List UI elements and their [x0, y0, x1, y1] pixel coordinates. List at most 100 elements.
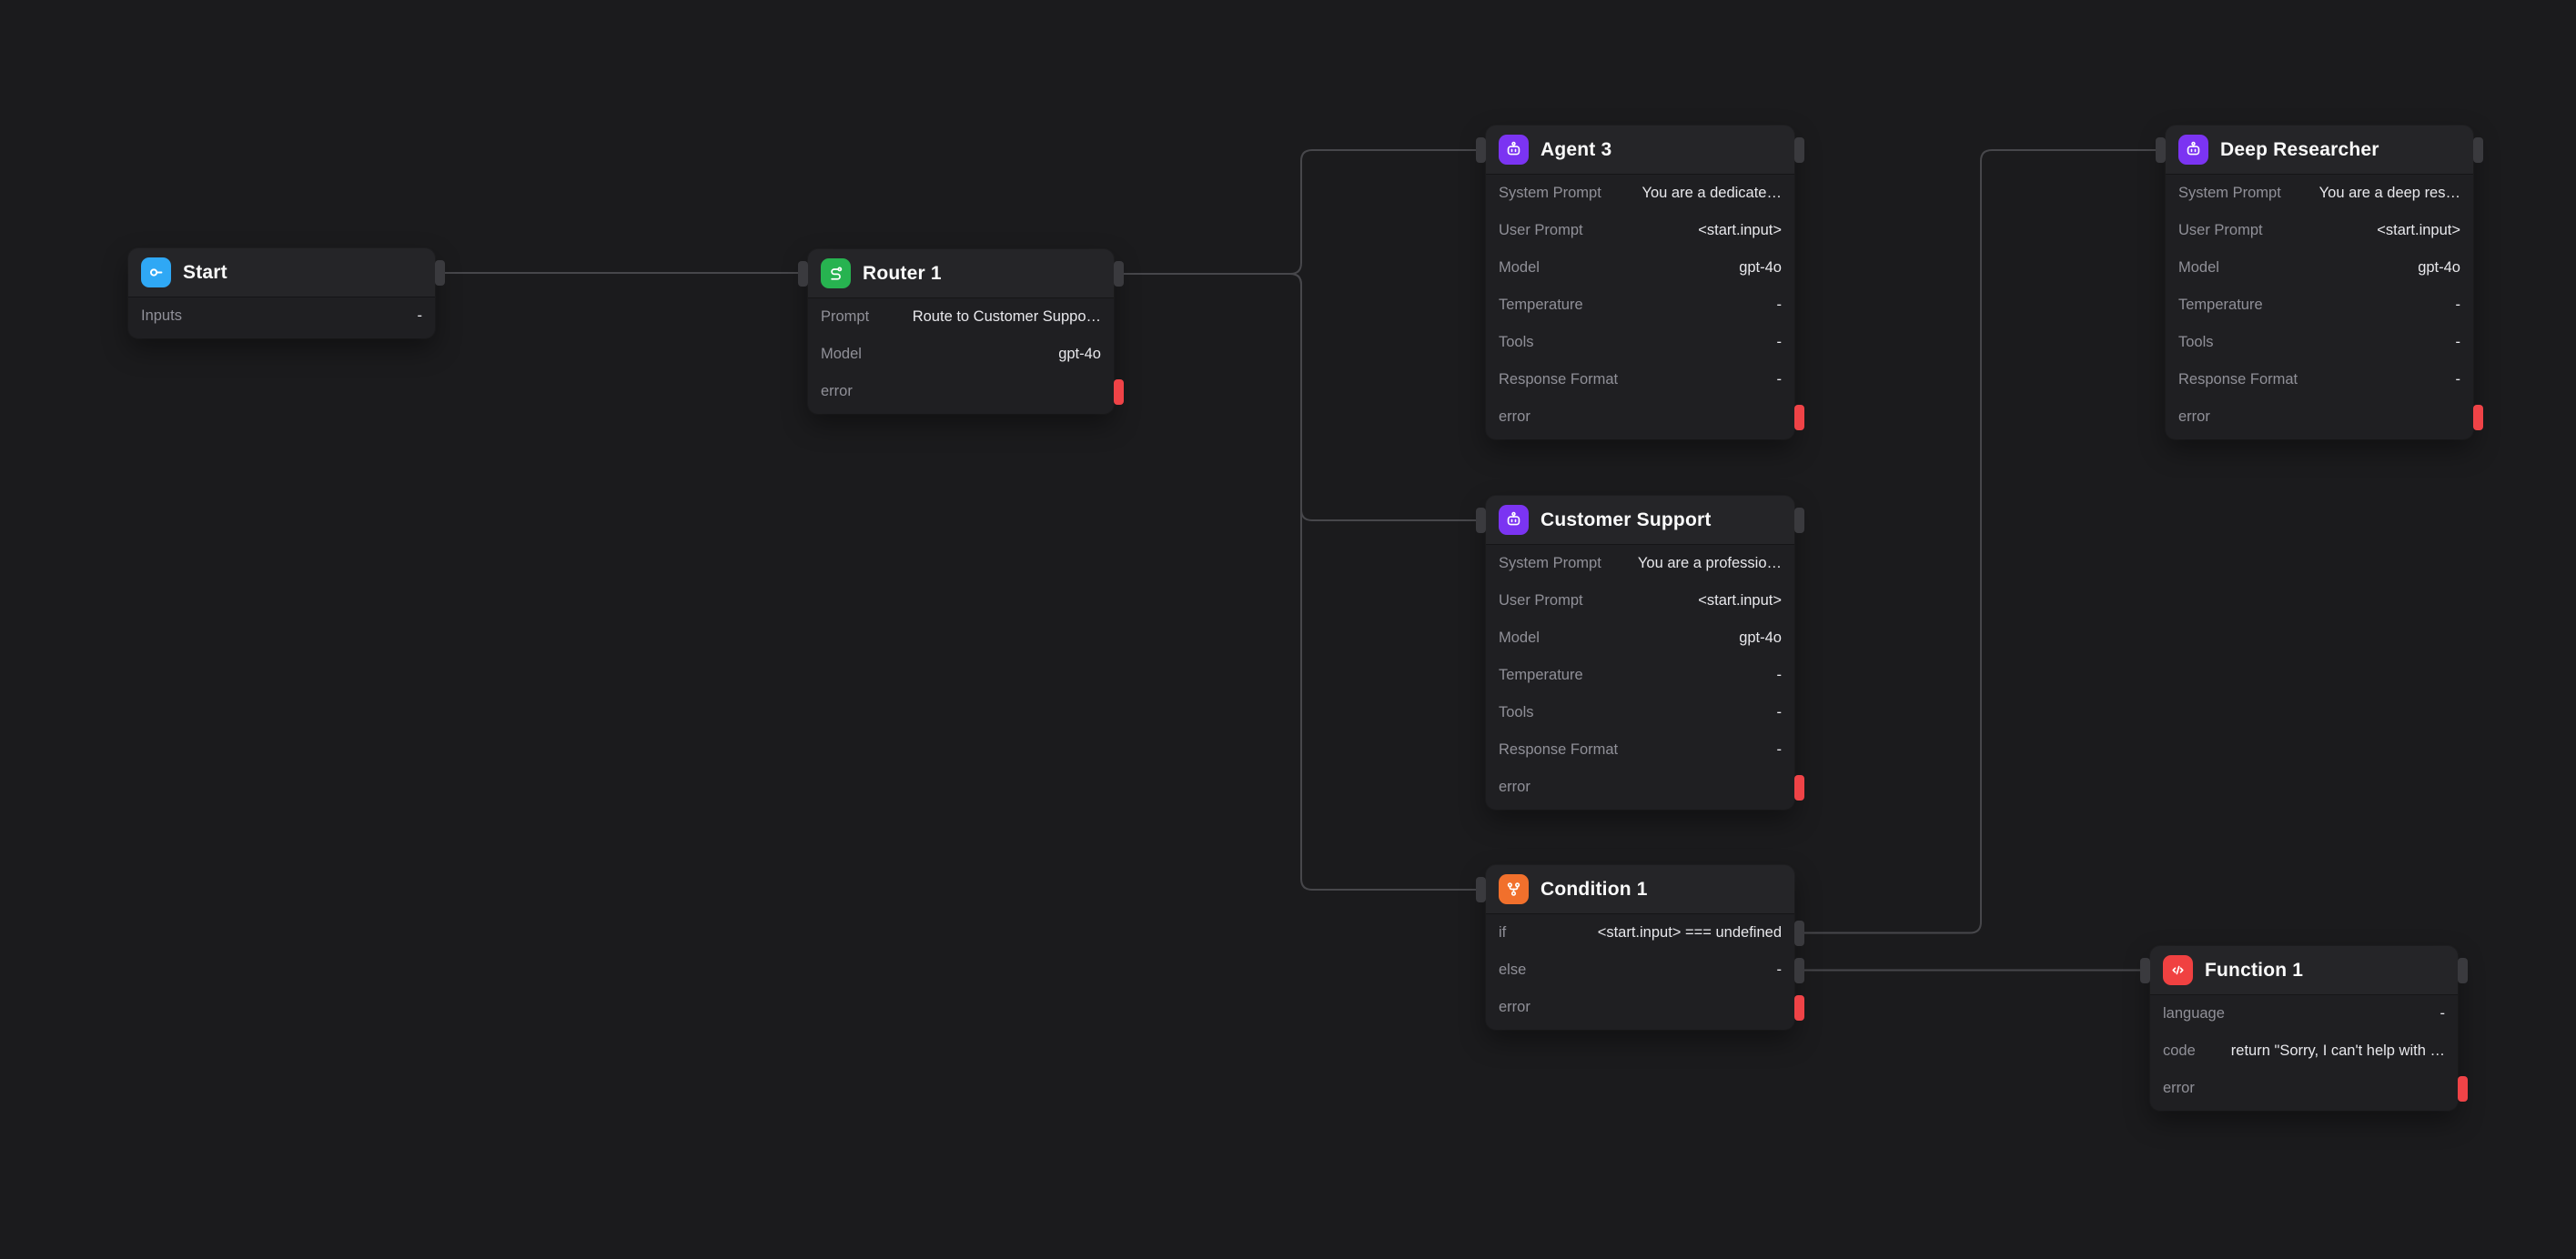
row-temperature: Temperature-: [1486, 287, 1794, 324]
node-title: Function 1: [2205, 960, 2303, 982]
node-title: Start: [183, 262, 227, 284]
row-label: Model: [1499, 630, 1540, 647]
agent-icon: [1499, 505, 1529, 535]
edge-router1-to-condition1[interactable]: [1114, 274, 1486, 890]
row-label: Tools: [2178, 334, 2214, 351]
row-error: error: [808, 373, 1114, 410]
row-label: System Prompt: [1499, 185, 1601, 202]
node-title: Agent 3: [1541, 139, 1611, 161]
row-value: -: [1594, 667, 1782, 684]
node-router-1[interactable]: Router 1PromptRoute to Customer Suppo…Mo…: [808, 249, 1114, 414]
node-header[interactable]: Deep Researcher: [2166, 126, 2473, 175]
row-error: error: [2150, 1070, 2458, 1107]
error-handle-function1-error[interactable]: [2458, 1076, 2468, 1102]
output-handle-agent3[interactable]: [1794, 137, 1804, 163]
node-header[interactable]: Start: [128, 248, 435, 297]
row-value: gpt-4o: [2230, 259, 2460, 277]
row-error: error: [1486, 989, 1794, 1026]
edge-condition1-to-deep_researcher[interactable]: [1794, 150, 2166, 933]
output-handle-function1[interactable]: [2458, 958, 2468, 983]
node-header[interactable]: Function 1: [2150, 946, 2458, 995]
input-handle-function1[interactable]: [2140, 958, 2150, 983]
error-handle-agent3-error[interactable]: [1794, 405, 1804, 430]
node-deep-researcher[interactable]: Deep ResearcherSystem PromptYou are a de…: [2166, 126, 2473, 439]
row-label: error: [2178, 408, 2210, 426]
flow-canvas[interactable]: StartInputs-Router 1PromptRoute to Custo…: [0, 0, 2576, 1259]
row-tools: Tools-: [1486, 324, 1794, 361]
row-inputs: Inputs-: [128, 297, 435, 335]
output-handle-deep_researcher[interactable]: [2473, 137, 2483, 163]
agent-icon: [1499, 135, 1529, 165]
node-body: System PromptYou are a deep res…User Pro…: [2166, 175, 2473, 439]
row-value: You are a deep res…: [2292, 185, 2460, 202]
edge-router1-to-agent3[interactable]: [1114, 150, 1486, 274]
output-handle-condition1-if[interactable]: [1794, 921, 1804, 946]
row-user-prompt: User Prompt<start.input>: [2166, 212, 2473, 249]
row-temperature: Temperature-: [1486, 657, 1794, 694]
row-model: Model gpt-4o: [1486, 619, 1794, 657]
node-header[interactable]: Customer Support: [1486, 496, 1794, 545]
input-handle-customer_support[interactable]: [1476, 508, 1486, 533]
row-language: language-: [2150, 995, 2458, 1032]
row-value: -: [1629, 741, 1782, 759]
row-value: gpt-4o: [873, 346, 1101, 363]
node-header[interactable]: Condition 1: [1486, 865, 1794, 914]
row-label: if: [1499, 924, 1506, 942]
row-label: Response Format: [1499, 741, 1618, 759]
output-handle-router1[interactable]: [1114, 261, 1124, 287]
row-response-format: Response Format-: [1486, 731, 1794, 769]
row-value: return "Sorry, I can't help with …: [2207, 1042, 2445, 1060]
row-user-prompt: User Prompt<start.input>: [1486, 212, 1794, 249]
input-handle-condition1[interactable]: [1476, 877, 1486, 902]
row-label: error: [1499, 999, 1530, 1016]
node-start[interactable]: Start Inputs-: [128, 248, 435, 338]
row-value: -: [2274, 297, 2460, 314]
row-model: Modelgpt-4o: [1486, 249, 1794, 287]
row-value: -: [1629, 371, 1782, 388]
error-handle-deep_researcher-error[interactable]: [2473, 405, 2483, 430]
node-title: Router 1: [863, 263, 942, 285]
node-header[interactable]: Router 1: [808, 249, 1114, 298]
row-value: -: [2308, 371, 2460, 388]
node-header[interactable]: Agent 3: [1486, 126, 1794, 175]
node-body: language-codereturn "Sorry, I can't help…: [2150, 995, 2458, 1111]
node-function-1[interactable]: Function 1 language-codereturn "Sorry, I …: [2150, 946, 2458, 1111]
error-handle-condition1-error[interactable]: [1794, 995, 1804, 1021]
row-value: <start.input>: [1594, 222, 1782, 239]
row-value: You are a dedicate…: [1612, 185, 1782, 202]
output-handle-condition1-else[interactable]: [1794, 958, 1804, 983]
edge-router1-to-customer_support[interactable]: [1114, 274, 1486, 520]
row-response-format: Response Format-: [1486, 361, 1794, 398]
output-handle-customer_support[interactable]: [1794, 508, 1804, 533]
row-value: gpt-4o: [1551, 630, 1782, 647]
row-label: System Prompt: [1499, 555, 1601, 572]
row-value: <start.input>: [1594, 592, 1782, 609]
node-customer-support[interactable]: Customer Support System Prompt You are a p…: [1486, 496, 1794, 810]
function-icon: [2163, 955, 2193, 985]
row-label: error: [821, 383, 853, 400]
row-tools: Tools-: [1486, 694, 1794, 731]
row-value: -: [1537, 962, 1782, 979]
node-condition-1[interactable]: Condition 1if<start.input> === undefined…: [1486, 865, 1794, 1030]
row-label: Response Format: [1499, 371, 1618, 388]
row-label: Prompt: [821, 308, 869, 326]
output-handle-start[interactable]: [435, 260, 445, 286]
row-temperature: Temperature-: [2166, 287, 2473, 324]
input-handle-agent3[interactable]: [1476, 137, 1486, 163]
row-value: -: [1545, 704, 1782, 721]
row-error: error: [1486, 769, 1794, 806]
row-label: Model: [2178, 259, 2219, 277]
node-agent-3[interactable]: Agent 3 System Prompt You are a dedicate… U…: [1486, 126, 1794, 439]
error-handle-router1-error[interactable]: [1114, 379, 1124, 405]
input-handle-deep_researcher[interactable]: [2156, 137, 2166, 163]
row-label: Inputs: [141, 307, 182, 325]
row-label: else: [1499, 962, 1526, 979]
node-body: System PromptYou are a professio…User Pr…: [1486, 545, 1794, 810]
input-handle-router1[interactable]: [798, 261, 808, 287]
row-label: Tools: [1499, 334, 1534, 351]
row-label: error: [2163, 1080, 2195, 1097]
error-handle-customer_support-error[interactable]: [1794, 775, 1804, 801]
row-value: You are a professio…: [1612, 555, 1782, 572]
row-prompt: PromptRoute to Customer Suppo…: [808, 298, 1114, 336]
row-response-format: Response Format-: [2166, 361, 2473, 398]
